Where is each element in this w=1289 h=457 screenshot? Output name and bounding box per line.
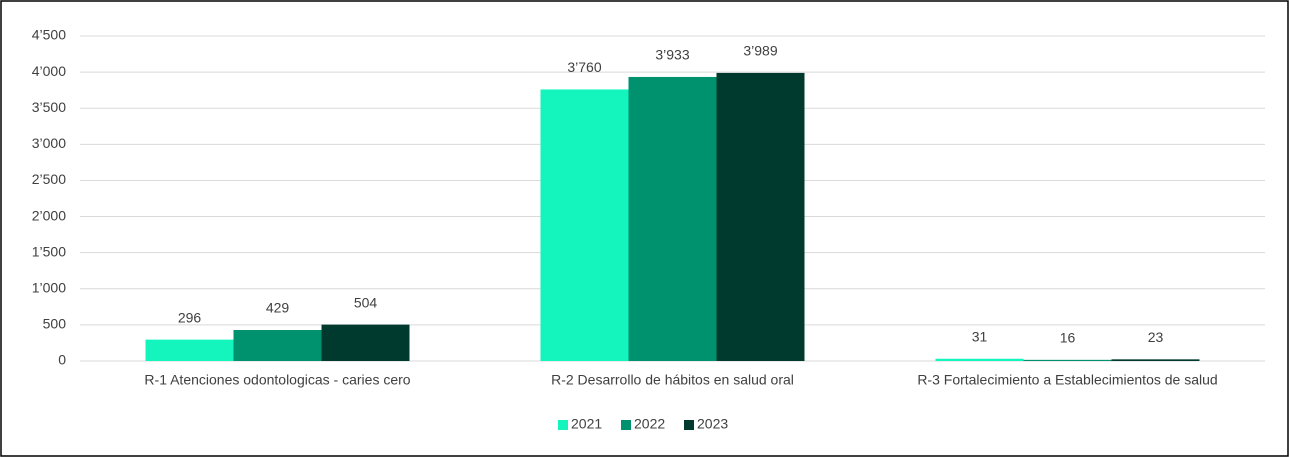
bar	[716, 72, 805, 362]
legend-swatch	[621, 420, 631, 430]
bar	[145, 339, 234, 361]
bar	[321, 324, 410, 361]
data-label: 23	[1148, 329, 1164, 345]
x-tick-label: R-2 Desarrollo de hábitos en salud oral	[551, 372, 794, 388]
x-tick-label: R-3 Fortalecimiento a Establecimientos d…	[917, 372, 1217, 388]
y-tick-label: 3’000	[32, 135, 66, 151]
y-tick-label: 1’500	[32, 243, 66, 259]
y-tick-label: 2’500	[32, 171, 66, 187]
y-tick-label: 4’500	[32, 27, 66, 43]
bar	[628, 76, 717, 361]
data-label: 429	[266, 300, 290, 316]
data-label: 3’933	[655, 47, 689, 63]
data-label: 31	[972, 328, 988, 344]
data-label: 3’760	[567, 59, 601, 75]
legend-label: 2022	[634, 416, 665, 432]
x-tick-label: R-1 Atenciones odontologicas - caries ce…	[144, 372, 410, 388]
y-tick-label: 2’000	[32, 207, 66, 223]
y-tick-label: 4’000	[32, 63, 66, 79]
data-label: 16	[1060, 330, 1076, 346]
legend-label: 2023	[697, 416, 728, 432]
legend-swatch	[684, 420, 694, 430]
legend-swatch	[558, 420, 568, 430]
y-tick-label: 3’500	[32, 99, 66, 115]
legend-label: 2021	[571, 416, 602, 432]
bar	[1023, 359, 1112, 361]
data-label: 296	[178, 309, 202, 325]
y-tick-label: 0	[58, 352, 66, 368]
bar	[935, 358, 1024, 361]
bar	[1111, 359, 1200, 361]
data-label: 504	[354, 294, 378, 310]
bar	[540, 89, 629, 361]
y-tick-label: 500	[43, 316, 67, 332]
y-tick-label: 1’000	[32, 279, 66, 295]
bar	[233, 330, 322, 361]
data-label: 3’989	[743, 43, 777, 59]
